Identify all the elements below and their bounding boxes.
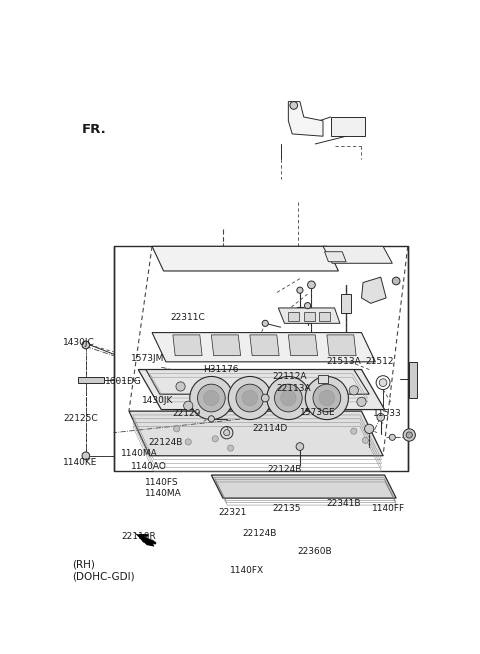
Text: 22311C: 22311C [170,313,205,322]
Polygon shape [304,312,314,321]
Text: (DOHC-GDI): (DOHC-GDI) [72,572,135,582]
Text: 22360B: 22360B [298,547,332,556]
Polygon shape [278,308,340,323]
Text: 22114D: 22114D [252,424,288,433]
Circle shape [389,434,396,440]
Polygon shape [129,411,383,456]
Circle shape [176,382,185,391]
Circle shape [224,430,230,436]
Polygon shape [288,101,323,136]
Text: 21512: 21512 [365,357,394,366]
Circle shape [197,384,225,412]
Polygon shape [331,117,365,136]
Text: FR.: FR. [82,123,106,136]
Polygon shape [134,533,156,547]
Text: 1430JC: 1430JC [63,338,95,347]
Polygon shape [361,277,386,303]
Circle shape [228,377,271,420]
Circle shape [262,394,269,402]
Polygon shape [138,370,384,409]
Polygon shape [318,375,328,383]
Circle shape [403,429,415,441]
Circle shape [304,303,311,309]
Polygon shape [324,252,346,262]
Circle shape [82,452,90,460]
Circle shape [305,377,348,420]
Text: 22124B: 22124B [242,529,276,538]
Circle shape [174,426,180,432]
Text: 21513A: 21513A [326,357,361,366]
Text: H31176: H31176 [203,365,238,374]
Circle shape [379,379,387,387]
Circle shape [185,439,192,445]
Circle shape [357,397,366,407]
Text: 22321: 22321 [218,508,247,517]
Circle shape [406,432,412,438]
Circle shape [365,424,374,434]
Circle shape [184,401,193,410]
Polygon shape [288,312,299,321]
Text: 1140KE: 1140KE [63,458,97,467]
Polygon shape [78,377,104,383]
Circle shape [236,384,264,412]
Polygon shape [319,312,330,321]
Circle shape [204,390,219,405]
Text: 1140FS: 1140FS [145,478,179,487]
Circle shape [313,384,341,412]
Polygon shape [288,335,318,356]
Circle shape [267,377,310,420]
Polygon shape [323,247,392,264]
Text: 22124B: 22124B [267,465,302,474]
Text: 1140FF: 1140FF [372,504,405,513]
Text: 1140MA: 1140MA [145,489,181,498]
Circle shape [242,390,258,405]
Circle shape [349,386,359,395]
Text: 11533: 11533 [373,409,402,419]
Text: 22129: 22129 [173,409,201,418]
Circle shape [308,281,315,288]
Text: (RH): (RH) [72,560,95,570]
Text: 22110R: 22110R [121,532,156,541]
Circle shape [275,384,302,412]
Text: 22341B: 22341B [326,500,361,508]
Polygon shape [173,335,202,356]
Text: 1140AO: 1140AO [131,462,167,472]
Circle shape [281,390,296,405]
Circle shape [362,438,369,443]
Polygon shape [211,475,396,498]
Circle shape [377,413,384,421]
Polygon shape [327,335,356,356]
Polygon shape [146,370,369,394]
Circle shape [296,443,304,451]
Text: 1140MA: 1140MA [121,449,158,458]
Text: 1573GE: 1573GE [300,408,335,417]
Circle shape [290,101,298,109]
Text: 1430JK: 1430JK [142,396,173,405]
Text: 22113A: 22113A [276,384,311,393]
Polygon shape [152,333,375,362]
Text: 1140FX: 1140FX [230,566,264,575]
Circle shape [392,277,400,285]
Polygon shape [409,362,417,398]
Circle shape [228,445,234,451]
Circle shape [212,436,218,442]
Text: 22124B: 22124B [149,438,183,447]
Circle shape [297,287,303,293]
Text: 22125C: 22125C [63,414,97,423]
Circle shape [262,320,268,326]
Polygon shape [250,335,279,356]
Text: 1573JM: 1573JM [132,354,165,363]
Polygon shape [152,247,338,271]
Circle shape [190,377,233,420]
Text: 22135: 22135 [272,504,300,513]
Circle shape [208,416,215,422]
Circle shape [82,341,90,349]
Text: 1601DG: 1601DG [105,377,142,386]
Circle shape [351,428,357,434]
Circle shape [319,390,335,405]
Polygon shape [341,294,351,313]
Polygon shape [211,335,240,356]
Text: 22112A: 22112A [273,372,307,381]
